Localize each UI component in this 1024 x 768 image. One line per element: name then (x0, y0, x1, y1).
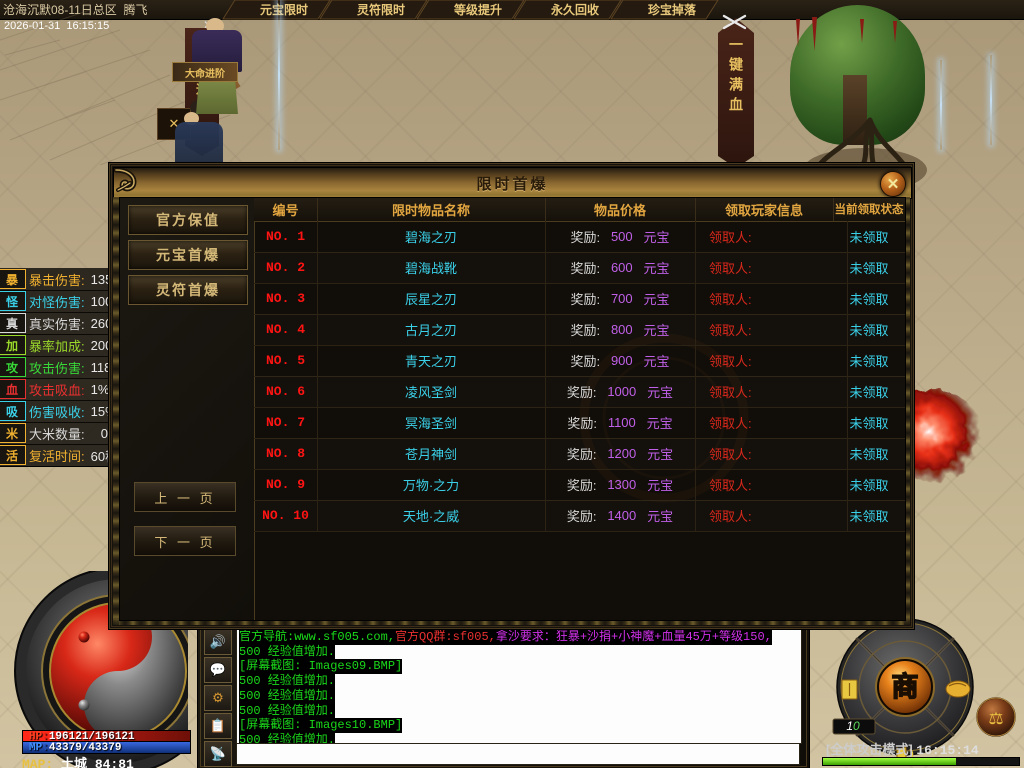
svg-text:⚖: ⚖ (988, 709, 1003, 728)
svg-text:商: 商 (892, 672, 919, 702)
svg-text:10: 10 (846, 719, 860, 733)
